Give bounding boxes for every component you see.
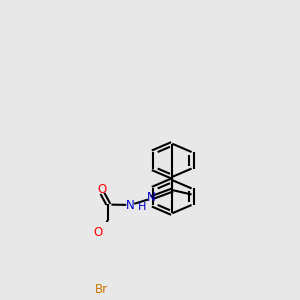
Text: N: N — [147, 191, 156, 204]
Text: H: H — [138, 202, 146, 212]
Text: O: O — [93, 226, 103, 238]
Text: Br: Br — [94, 283, 107, 296]
Text: N: N — [126, 199, 135, 212]
Text: O: O — [98, 183, 107, 196]
